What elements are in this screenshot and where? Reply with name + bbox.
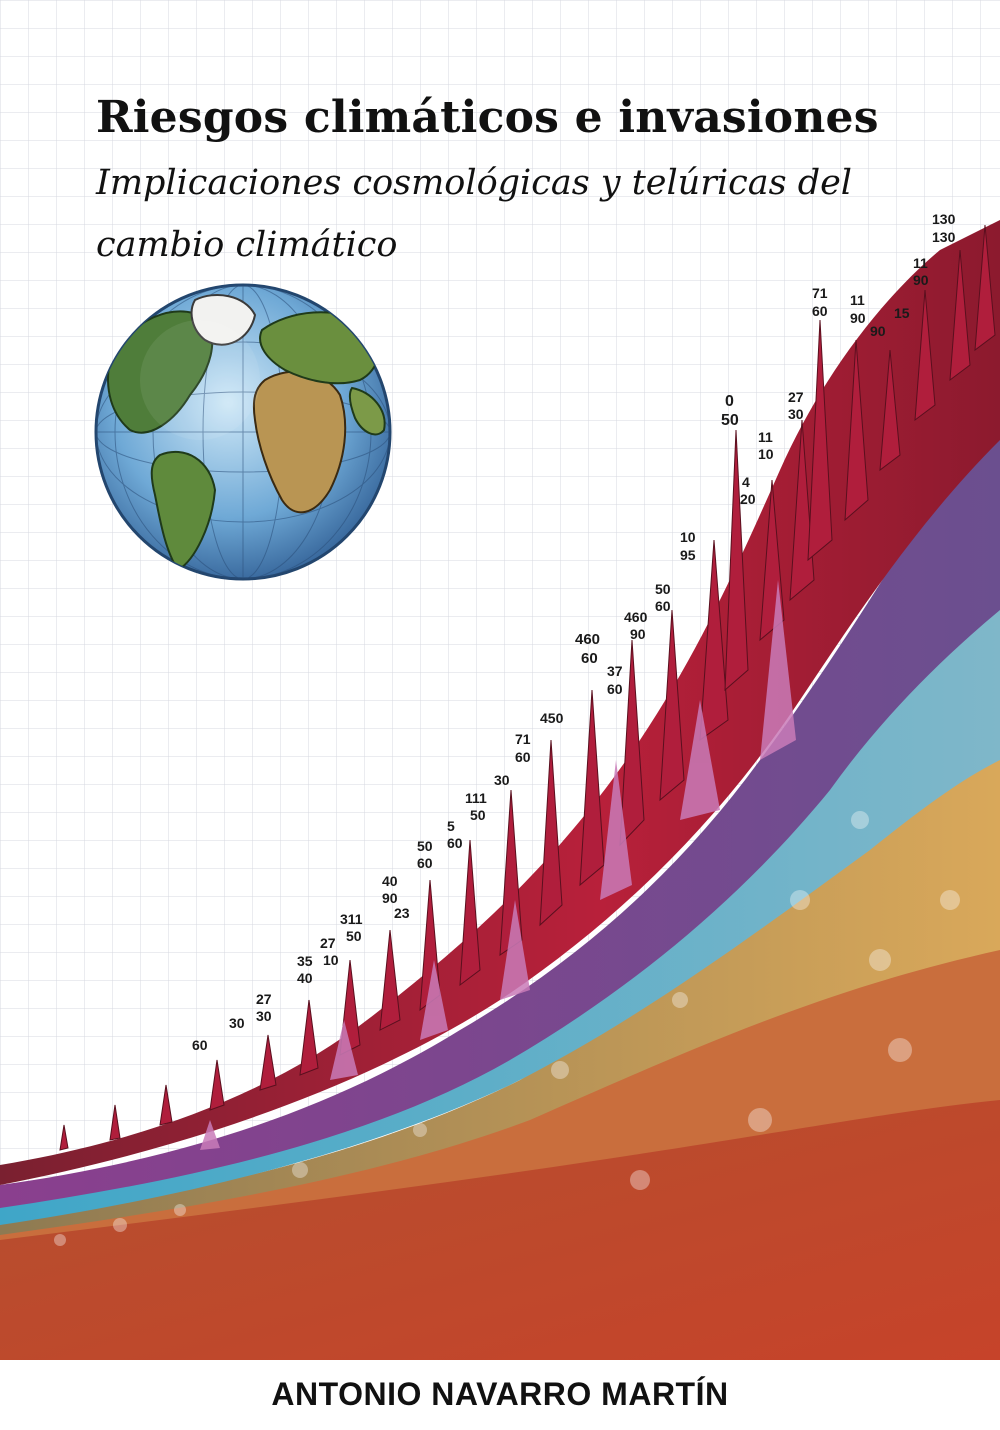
- peak-label-bottom: 10: [758, 446, 774, 462]
- peak-label-bottom: 50: [470, 807, 486, 823]
- peak-label-bottom: 95: [680, 547, 696, 563]
- peak-label-top: 40: [382, 873, 398, 889]
- peak-label-bottom: 60: [607, 681, 623, 697]
- peak-label-bottom: 60: [447, 835, 463, 851]
- peak-label-bottom: 30: [494, 772, 510, 788]
- peak-label-top: 71: [515, 731, 531, 747]
- peak-label-top: 27: [320, 935, 336, 951]
- peak-label-top: 4: [742, 474, 750, 490]
- peak-label-bottom: 50: [721, 412, 739, 429]
- peak-label-bottom: 60: [192, 1037, 208, 1053]
- peak-label-bottom: 60: [655, 598, 671, 614]
- peak-label-top: 71: [812, 285, 828, 301]
- peak-label-top: 50: [417, 838, 433, 854]
- peak-label-bottom: 90: [913, 272, 929, 288]
- peak-label-bottom: 10: [323, 952, 339, 968]
- earth-globe-icon: [94, 283, 392, 581]
- peak-label-top: 50: [655, 581, 671, 597]
- book-subtitle: Implicaciones cosmológicas y telúricas d…: [96, 163, 853, 265]
- peak-label-bottom: 60: [812, 303, 828, 319]
- peak-label-top: 37: [607, 663, 623, 679]
- peak-label-top: 27: [788, 389, 804, 405]
- peak-label-bottom: 30: [229, 1015, 245, 1031]
- peak-label-top: 130: [932, 211, 956, 227]
- peak-label-top: 11: [758, 429, 773, 445]
- author-name: ANTONIO NAVARRO MARTÍN: [271, 1376, 729, 1412]
- peak-label-top: 11: [850, 292, 865, 308]
- peak-label-bottom: 40: [297, 970, 313, 986]
- peak-label-bottom: 15: [894, 305, 910, 321]
- peak-label-bottom: 130: [932, 229, 956, 245]
- peak-label-bottom: 20: [740, 491, 756, 507]
- peak-label-top: 460: [575, 631, 600, 648]
- peak-label-bottom: 23: [394, 905, 410, 921]
- peak-label-bottom: 60: [417, 855, 433, 871]
- peak-label-top: 311: [340, 911, 363, 927]
- peak-label-top: 0: [725, 393, 734, 410]
- peak-label-top: 27: [256, 991, 272, 1007]
- peak-label-bottom: 30: [788, 406, 804, 422]
- peak-label-bottom: 90: [870, 323, 886, 339]
- peak-label-top: 11: [913, 255, 928, 271]
- cover-illustration: 60 30 27 30 35 40 27 10 311 50 40 90 23 …: [0, 0, 1000, 1360]
- peak-label-top: 10: [680, 529, 696, 545]
- peak-label-bottom: 50: [346, 928, 362, 944]
- peak-label-top: 35: [297, 953, 313, 969]
- peak-label-top: 460: [624, 609, 648, 625]
- peak-label-top: 111: [465, 790, 487, 806]
- peak-label-bottom: 90: [382, 890, 398, 906]
- rising-data-landscape: [0, 220, 1000, 1360]
- peak-label-bottom: 90: [630, 626, 646, 642]
- peak-label-bottom: 450: [540, 710, 564, 726]
- peak-label-top: 5: [447, 818, 455, 834]
- peak-label-bottom: 30: [256, 1008, 272, 1024]
- book-title: Riesgos climáticos e invasiones: [96, 92, 879, 143]
- peak-label-bottom: 60: [515, 749, 531, 765]
- peak-label-bottom: 90: [850, 310, 866, 326]
- peak-labels: 60 30 27 30 35 40 27 10 311 50 40 90 23 …: [192, 211, 956, 1053]
- peak-label-bottom: 60: [581, 650, 598, 667]
